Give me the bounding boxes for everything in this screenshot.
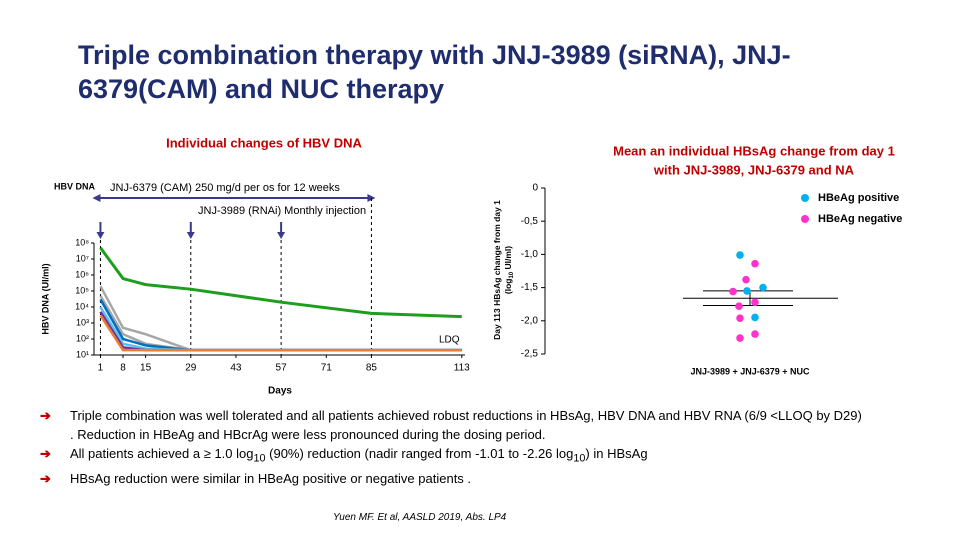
x-tick-label: 8 xyxy=(120,363,126,374)
y-tick-label: -0,5 xyxy=(521,216,539,227)
bullet-text: Triple combination was well tolerated an… xyxy=(70,406,862,444)
y-tick-label: 0 xyxy=(532,183,538,194)
bullet-text: HBsAg reduction were similar in HBeAg po… xyxy=(70,469,471,488)
bullet: ➔ HBsAg reduction were similar in HBeAg p… xyxy=(40,469,950,488)
annotation: JNJ-3989 (RNAi) Monthly injection xyxy=(198,205,366,217)
legend-marker xyxy=(801,194,809,202)
data-point xyxy=(751,259,759,268)
y-axis-label: Day 113 HBsAg change from day 1(log10 UI… xyxy=(492,200,514,340)
data-line xyxy=(99,246,462,319)
data-point xyxy=(751,330,759,338)
data-point xyxy=(736,314,744,322)
y-tick-label: 10³ xyxy=(76,317,89,327)
x-tick-label: 43 xyxy=(230,363,242,374)
bullet-segment: (90%) reduction (nadir ranged from -1.01… xyxy=(265,446,574,461)
chart-title: with JNJ-3989, JNJ-6379 and NA xyxy=(653,162,855,177)
data-point xyxy=(751,313,759,322)
data-line xyxy=(99,314,462,352)
y-tick-label: 10⁴ xyxy=(75,301,89,311)
annotation: HBV DNA xyxy=(54,181,96,191)
data-point xyxy=(751,298,759,307)
data-point xyxy=(736,251,744,259)
annotation: JNJ-6379 (CAM) 250 mg/d per os for 12 we… xyxy=(110,182,340,194)
data-point xyxy=(736,334,744,342)
y-tick-label: 10¹ xyxy=(76,349,89,359)
y-tick-label: 10⁸ xyxy=(75,237,89,247)
y-label-part: (log xyxy=(503,279,513,295)
bullet-segment: . Reduction in HBeAg and HBcrAg were les… xyxy=(70,427,546,442)
y-tick-label: -2,0 xyxy=(521,315,539,326)
y-label-line: Day 113 HBsAg change from day 1 xyxy=(492,200,502,340)
bullet-segment: ) in HBsAg xyxy=(585,446,648,461)
y-label-part: UI/ml) xyxy=(503,246,513,272)
annotation: LDQ xyxy=(439,335,460,346)
y-tick-label: 10⁵ xyxy=(75,285,89,295)
chart-title: Individual changes of HBV DNA xyxy=(166,135,362,150)
y-label-sub: 10 xyxy=(509,271,515,278)
y-tick-label: 10² xyxy=(76,333,89,343)
x-tick-label: 71 xyxy=(321,363,333,374)
bullet-arrow: ➔ xyxy=(40,408,51,423)
arrow-head xyxy=(277,232,286,239)
x-tick-label: 57 xyxy=(276,363,288,374)
chart-title: Mean an individual HBsAg change from day… xyxy=(613,143,895,158)
legend-label: HBeAg negative xyxy=(818,213,902,225)
data-point xyxy=(742,275,750,284)
bullet-arrow: ➔ xyxy=(40,470,51,486)
title-line: Triple combination therapy with JNJ-3989… xyxy=(78,40,791,70)
slide-title: Triple combination therapy with JNJ-3989… xyxy=(78,38,791,106)
bullet-list: ➔ Triple combination was well tolerated a… xyxy=(40,406,950,488)
arrow-head xyxy=(186,232,195,239)
y-tick-label: -1,0 xyxy=(521,249,539,260)
data-point xyxy=(759,283,767,292)
x-tick-label: 15 xyxy=(140,363,152,374)
bullet: ➔ All patients achieved a ≥ 1.0 log10 (90… xyxy=(40,444,950,469)
bullet-segment: Triple combination was well tolerated an… xyxy=(70,408,862,423)
bullet-text: All patients achieved a ≥ 1.0 log10 (90%… xyxy=(70,444,648,469)
x-axis-label: Days xyxy=(268,386,292,397)
y-tick-label: 10⁷ xyxy=(76,253,89,263)
data-point xyxy=(743,287,751,295)
bullet-segment: 10 xyxy=(253,452,266,465)
y-axis-label: HBV DNA (UI/ml) xyxy=(40,263,50,334)
x-tick-label: 85 xyxy=(366,363,378,374)
bullet-arrow: ➔ xyxy=(40,446,51,461)
arrow-head xyxy=(96,232,105,239)
y-tick-label: -2,5 xyxy=(521,349,539,360)
bullet-segment: All patients achieved a ≥ 1.0 log xyxy=(70,446,254,461)
title-line: 6379(CAM) and NUC therapy xyxy=(78,74,445,104)
y-tick-label: 10⁶ xyxy=(75,269,89,279)
bullet-segment: HBsAg reduction were similar in HBeAg po… xyxy=(70,470,472,486)
x-tick-label: 113 xyxy=(454,363,470,374)
x-tick-label: 1 xyxy=(98,363,104,374)
data-point xyxy=(729,287,737,296)
bullet-segment: 10 xyxy=(573,452,586,465)
y-tick-label: -1,5 xyxy=(521,282,539,293)
x-category: JNJ-3989 + JNJ-6379 + NUC xyxy=(690,366,810,376)
legend-marker xyxy=(801,215,809,223)
data-point xyxy=(735,302,743,310)
x-tick-label: 29 xyxy=(185,363,197,374)
citation: Yuen MF. Et al, AASLD 2019, Abs. LP4 xyxy=(333,512,507,523)
legend-label: HBeAg positive xyxy=(818,192,899,204)
bullet: ➔ Triple combination was well tolerated a… xyxy=(40,406,950,444)
